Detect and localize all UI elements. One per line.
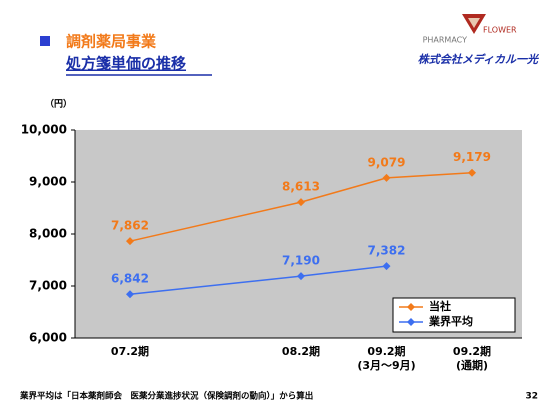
legend-label: 当社 — [429, 299, 451, 313]
y-tick-label: 8,000 — [29, 227, 67, 241]
y-tick-label: 6,000 — [29, 331, 67, 345]
series-line — [129, 171, 473, 242]
bullet — [40, 36, 50, 46]
y-tick-label: 7,000 — [29, 279, 67, 293]
x-tick-label: 09.2期(3月～9月) — [357, 344, 415, 372]
logo-text: FLOWER — [483, 26, 517, 35]
x-tick-label: 07.2期 — [111, 344, 149, 358]
y-unit: （円） — [45, 99, 72, 110]
data-label: 9,179 — [453, 150, 491, 164]
footnote: 業界平均は「日本薬剤師会 医薬分業進捗状況（保険調剤の動向）」から算出 — [19, 391, 313, 402]
logo-text: PHARMACY — [423, 36, 468, 45]
company-name: 株式会社メディカル一光 — [418, 53, 540, 66]
marker — [297, 198, 305, 207]
x-tick-label: 09.2期(通期) — [453, 344, 491, 372]
legend-box — [392, 297, 516, 333]
y-tick-label: 10,000 — [21, 123, 67, 137]
data-label: 7,382 — [368, 244, 406, 258]
logo-mark-inner — [468, 18, 480, 28]
legend-marker — [407, 303, 415, 311]
subtitle: 処方箋単価の推移 — [65, 55, 186, 73]
title: 調剤薬局事業 — [66, 33, 157, 51]
marker — [382, 173, 391, 182]
legend-marker — [407, 318, 415, 326]
data-label: 7,190 — [282, 254, 320, 268]
marker — [382, 262, 391, 271]
marker — [297, 272, 305, 281]
marker — [126, 290, 134, 299]
marker — [126, 237, 134, 246]
data-label: 9,079 — [368, 155, 406, 169]
legend-label: 業界平均 — [428, 314, 473, 328]
page-number: 32 — [525, 392, 538, 402]
data-label: 6,842 — [111, 272, 149, 286]
marker — [468, 168, 476, 177]
x-tick-label: 08.2期 — [282, 344, 320, 358]
data-label: 7,862 — [111, 219, 149, 233]
data-label: 8,613 — [282, 180, 320, 194]
y-tick-label: 9,000 — [29, 175, 67, 189]
